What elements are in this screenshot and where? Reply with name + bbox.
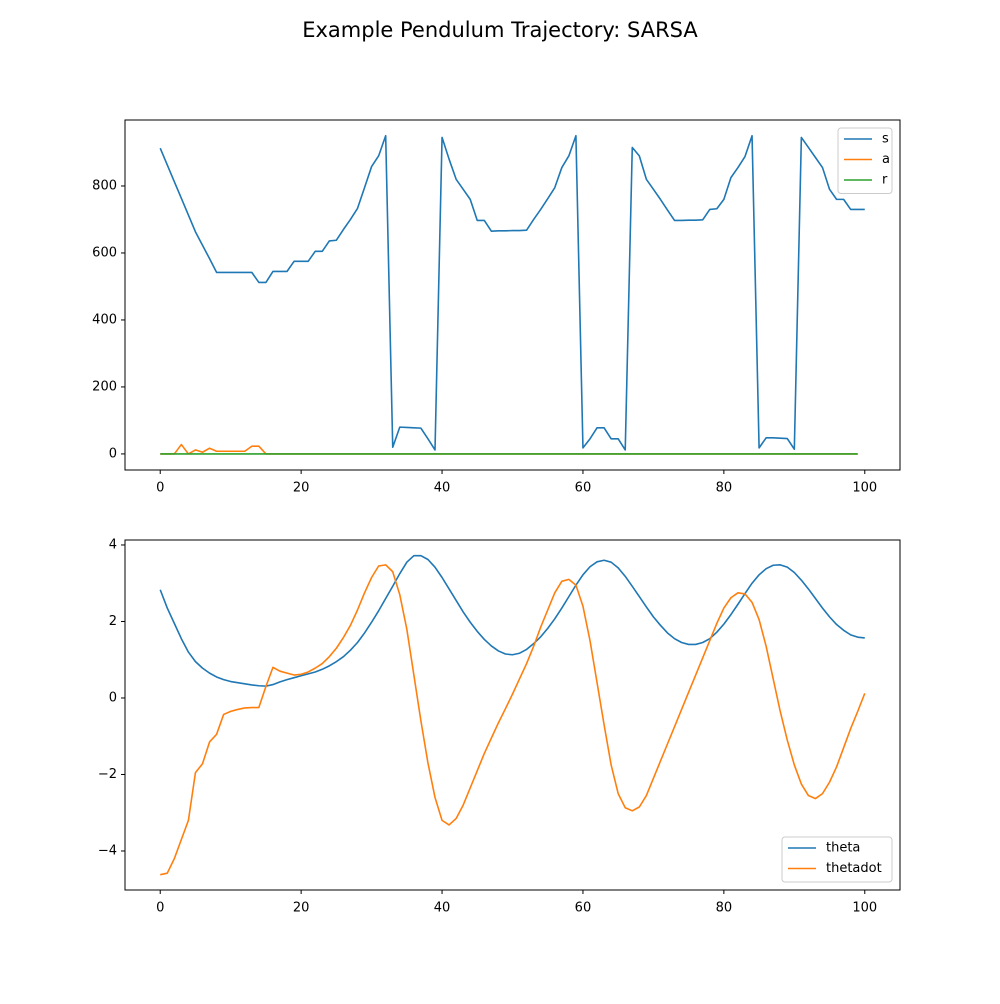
y-tick-label: 2 <box>109 614 117 629</box>
y-tick-label: 0 <box>109 690 117 705</box>
x-tick-label: 40 <box>434 481 451 496</box>
y-tick-label: 600 <box>92 245 117 260</box>
series-line <box>159 134 865 451</box>
y-tick-label: 400 <box>92 312 117 327</box>
legend-label: thetadot <box>826 861 882 876</box>
y-tick-label: 4 <box>109 537 117 552</box>
legend-label: theta <box>826 841 860 856</box>
x-tick-label: 40 <box>434 901 451 916</box>
series-line <box>159 554 865 687</box>
x-tick-label: 100 <box>852 481 877 496</box>
x-tick-label: 0 <box>156 481 164 496</box>
y-tick-label: −4 <box>98 843 117 858</box>
y-tick-label: 200 <box>92 379 117 394</box>
y-tick-label: −2 <box>98 767 117 782</box>
x-tick-label: 80 <box>716 901 733 916</box>
series-line <box>160 564 866 876</box>
axes-frame <box>124 539 901 891</box>
x-tick-label: 60 <box>575 901 592 916</box>
x-tick-label: 20 <box>293 481 310 496</box>
x-tick-label: 60 <box>575 481 592 496</box>
legend-label: r <box>882 173 888 188</box>
legend-box <box>837 127 893 194</box>
y-tick-label: 0 <box>109 446 117 461</box>
legend-label: s <box>882 132 889 147</box>
series-line <box>160 443 858 455</box>
axes-frame <box>124 119 901 471</box>
x-tick-label: 100 <box>852 901 877 916</box>
legend-label: a <box>882 152 890 167</box>
x-tick-label: 0 <box>156 901 164 916</box>
x-tick-label: 20 <box>293 901 310 916</box>
figure-title: Example Pendulum Trajectory: SARSA <box>302 18 698 42</box>
y-tick-label: 800 <box>92 178 117 193</box>
x-tick-label: 80 <box>716 481 733 496</box>
